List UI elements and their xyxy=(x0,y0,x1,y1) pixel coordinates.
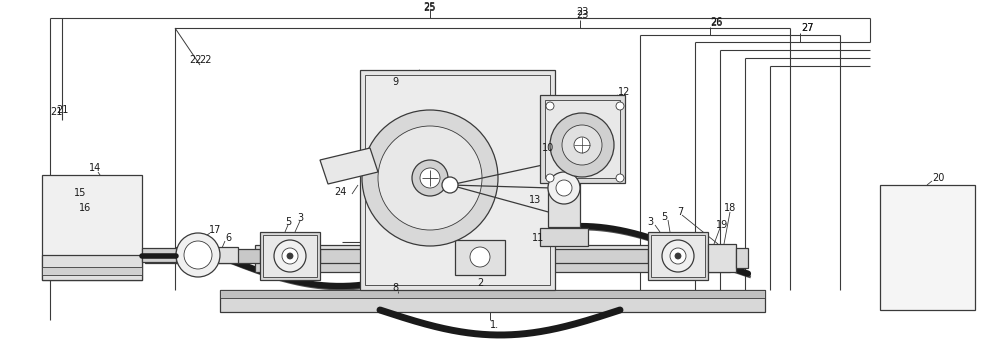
Circle shape xyxy=(550,113,614,177)
Text: 15: 15 xyxy=(74,188,86,198)
Text: 14: 14 xyxy=(89,163,101,173)
Circle shape xyxy=(176,233,220,277)
Bar xyxy=(708,244,736,272)
Text: 25: 25 xyxy=(424,3,436,13)
Text: 3: 3 xyxy=(297,213,303,223)
Text: 12: 12 xyxy=(618,87,630,97)
Circle shape xyxy=(287,253,293,259)
Bar xyxy=(142,248,182,262)
Circle shape xyxy=(184,241,212,269)
Circle shape xyxy=(675,253,681,259)
Bar xyxy=(263,235,317,277)
Text: 22: 22 xyxy=(199,55,211,65)
Text: 21: 21 xyxy=(56,105,68,115)
Text: 13: 13 xyxy=(529,195,541,205)
Text: 8: 8 xyxy=(392,283,398,293)
Bar xyxy=(220,290,765,298)
Text: 20: 20 xyxy=(932,173,944,183)
Bar xyxy=(545,100,620,178)
Text: 7: 7 xyxy=(677,207,683,217)
Text: 10: 10 xyxy=(542,143,554,153)
Polygon shape xyxy=(320,148,378,184)
Bar xyxy=(455,240,505,275)
Bar xyxy=(145,249,260,263)
Circle shape xyxy=(562,125,602,165)
Text: 27: 27 xyxy=(802,23,814,33)
Bar xyxy=(320,249,648,263)
Bar xyxy=(42,267,142,275)
Text: 9: 9 xyxy=(392,77,398,87)
Text: 6: 6 xyxy=(225,233,231,243)
Circle shape xyxy=(274,240,306,272)
Circle shape xyxy=(616,174,624,182)
Text: 11: 11 xyxy=(532,233,544,243)
Circle shape xyxy=(662,240,694,272)
Circle shape xyxy=(546,102,554,110)
Circle shape xyxy=(574,137,590,153)
Bar xyxy=(255,260,730,272)
Circle shape xyxy=(420,168,440,188)
Bar xyxy=(42,255,142,280)
Bar xyxy=(648,232,708,280)
Circle shape xyxy=(670,248,686,264)
Text: 3: 3 xyxy=(647,217,653,227)
Text: 22: 22 xyxy=(189,55,201,65)
Bar xyxy=(42,175,142,280)
Text: 17: 17 xyxy=(209,225,221,235)
Bar xyxy=(365,75,550,285)
Bar xyxy=(736,248,748,268)
Bar xyxy=(218,247,238,263)
Text: 27: 27 xyxy=(802,23,814,33)
Circle shape xyxy=(282,248,298,264)
Circle shape xyxy=(378,126,482,230)
Circle shape xyxy=(362,110,498,246)
Text: 24: 24 xyxy=(334,187,346,197)
Text: 25: 25 xyxy=(424,2,436,12)
Bar xyxy=(540,95,625,183)
Circle shape xyxy=(548,172,580,204)
Bar xyxy=(540,228,588,246)
Text: 23: 23 xyxy=(576,7,588,17)
Circle shape xyxy=(616,102,624,110)
Text: 2: 2 xyxy=(477,278,483,288)
Text: 5: 5 xyxy=(661,212,667,222)
Text: 21: 21 xyxy=(50,107,62,117)
Text: 1.: 1. xyxy=(490,320,500,330)
Bar xyxy=(880,185,975,310)
Text: 26: 26 xyxy=(710,17,722,27)
Bar xyxy=(548,155,580,227)
Circle shape xyxy=(470,247,490,267)
Bar xyxy=(260,232,320,280)
Text: 5: 5 xyxy=(285,217,291,227)
Bar xyxy=(360,70,555,290)
Circle shape xyxy=(442,177,458,193)
Bar xyxy=(255,245,730,260)
Bar xyxy=(651,235,705,277)
Text: 18: 18 xyxy=(724,203,736,213)
Circle shape xyxy=(412,160,448,196)
Bar xyxy=(176,247,196,263)
Circle shape xyxy=(546,174,554,182)
Circle shape xyxy=(556,180,572,196)
Text: 19: 19 xyxy=(716,220,728,230)
Text: 26: 26 xyxy=(710,18,722,28)
Text: 16: 16 xyxy=(79,203,91,213)
Text: 23: 23 xyxy=(576,10,588,20)
Bar xyxy=(220,290,765,312)
